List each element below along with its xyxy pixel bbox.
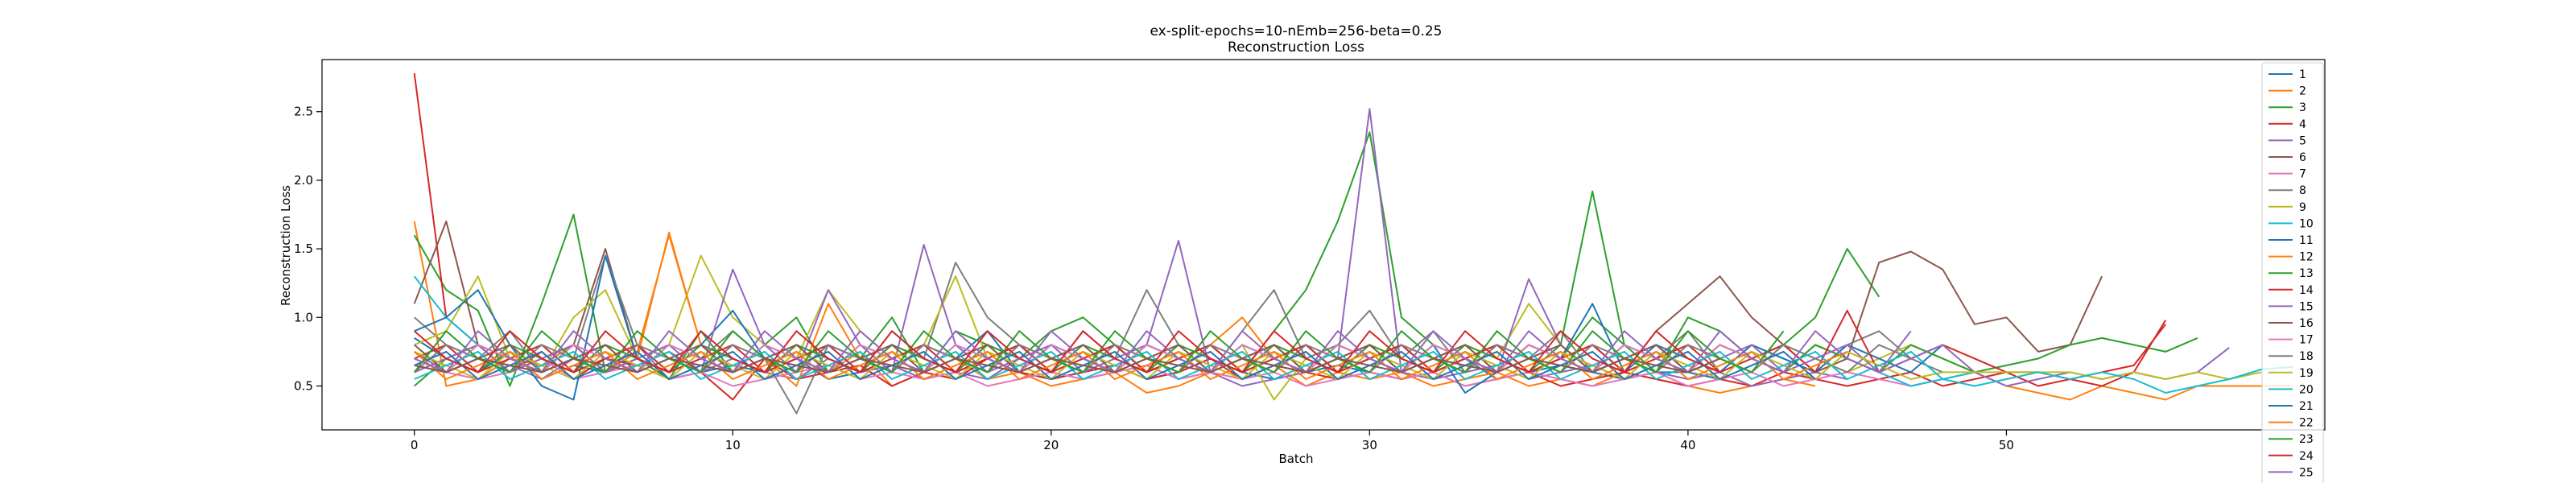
legend-label-24: 24 bbox=[2299, 450, 2314, 463]
x-tick-label: 0 bbox=[411, 438, 419, 452]
series-line-7 bbox=[414, 357, 1975, 387]
legend-label-19: 19 bbox=[2299, 367, 2314, 380]
legend-label-7: 7 bbox=[2299, 168, 2306, 181]
y-tick-label: 2.5 bbox=[294, 105, 313, 119]
series-line-26 bbox=[414, 357, 1720, 374]
legend-label-22: 22 bbox=[2299, 417, 2314, 430]
series-line-6 bbox=[413, 221, 2103, 374]
legend-label-3: 3 bbox=[2299, 101, 2306, 114]
series-line-24 bbox=[414, 330, 1720, 374]
x-tick-label: 20 bbox=[1043, 438, 1059, 452]
y-axis-label: Reconstruction Loss bbox=[279, 185, 293, 306]
legend-label-21: 21 bbox=[2299, 400, 2314, 413]
legend-label-16: 16 bbox=[2299, 317, 2314, 330]
x-tick-label: 50 bbox=[1999, 438, 2014, 452]
y-tick-label: 0.5 bbox=[294, 378, 313, 393]
chart-title: ex-split-epochs=10-nEmb=256-beta=0.25 bbox=[1150, 23, 1442, 39]
legend-label-12: 12 bbox=[2299, 251, 2314, 264]
legend-label-14: 14 bbox=[2299, 284, 2314, 297]
x-tick-label: 40 bbox=[1680, 438, 1695, 452]
series-line-25 bbox=[414, 330, 1912, 374]
series-layer bbox=[413, 72, 2293, 415]
legend-label-2: 2 bbox=[2299, 85, 2306, 98]
series-line-22 bbox=[414, 350, 1848, 380]
legend-label-11: 11 bbox=[2299, 234, 2314, 247]
legend-label-20: 20 bbox=[2299, 383, 2314, 396]
y-tick-label: 1.0 bbox=[294, 310, 313, 324]
plot-frame bbox=[321, 59, 2326, 431]
y-tick-label: 1.5 bbox=[294, 242, 313, 256]
legend-label-23: 23 bbox=[2299, 433, 2314, 446]
legend-label-9: 9 bbox=[2299, 201, 2306, 214]
chart-subtitle: Reconstruction Loss bbox=[1228, 39, 1364, 56]
legend-label-17: 17 bbox=[2299, 334, 2314, 347]
legend-label-25: 25 bbox=[2299, 466, 2314, 479]
legend-label-15: 15 bbox=[2299, 300, 2314, 313]
legend-label-1: 1 bbox=[2299, 68, 2306, 81]
legend-label-4: 4 bbox=[2299, 118, 2306, 131]
x-tick-label: 10 bbox=[725, 438, 741, 452]
legend-label-5: 5 bbox=[2299, 134, 2306, 147]
legend-label-6: 6 bbox=[2299, 151, 2306, 164]
legend-label-18: 18 bbox=[2299, 350, 2314, 363]
legend-label-8: 8 bbox=[2299, 184, 2306, 197]
legend: 1234567891011121314151617181920212223242… bbox=[2261, 62, 2324, 483]
legend-label-10: 10 bbox=[2299, 217, 2314, 230]
x-axis-label: Batch bbox=[1278, 452, 1313, 466]
y-tick-label: 2.0 bbox=[294, 173, 313, 188]
legend-label-13: 13 bbox=[2299, 267, 2314, 280]
x-tick-label: 30 bbox=[1362, 438, 1377, 452]
axes-layer: 0 10 20 30 40 50 0.5 1.0 1.5 2.0 2.5 bbox=[294, 105, 2014, 452]
series-line-23 bbox=[413, 330, 1785, 374]
series-line-21 bbox=[414, 350, 1816, 380]
